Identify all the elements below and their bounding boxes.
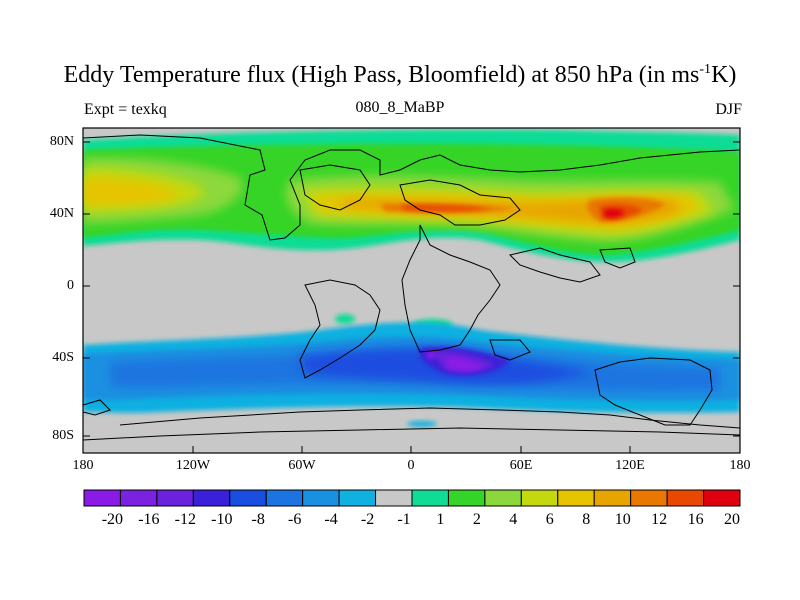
lat-ticks bbox=[83, 141, 740, 437]
colorbar bbox=[83, 489, 741, 507]
colorbar-box bbox=[593, 489, 632, 507]
coastlines bbox=[82, 134, 741, 441]
colorbar-label: 1 bbox=[436, 511, 445, 528]
lon-label-120w: 120W bbox=[175, 458, 211, 473]
colorbar-box bbox=[192, 489, 231, 507]
colorbar-box bbox=[229, 489, 267, 507]
lon-ticks bbox=[82, 446, 741, 453]
colorbar-box bbox=[447, 489, 486, 507]
experiment-label: Expt = texkq bbox=[84, 101, 167, 118]
colorbar-box bbox=[484, 489, 522, 507]
colorbar-box bbox=[411, 489, 449, 507]
colorbar-box bbox=[302, 489, 340, 507]
colorbar-box bbox=[83, 489, 121, 507]
colorbar-label: -4 bbox=[324, 511, 338, 528]
colorbar-label: 4 bbox=[509, 511, 518, 528]
northern-storm-track bbox=[83, 129, 740, 262]
colorbar-label: -2 bbox=[360, 511, 375, 528]
colorbar-box bbox=[156, 489, 194, 507]
colorbar-box bbox=[630, 489, 668, 507]
colorbar-box bbox=[666, 489, 705, 507]
lon-label-180w: 180 bbox=[72, 458, 94, 473]
colorbar-label: -16 bbox=[138, 511, 160, 528]
lon-label-60e: 60E bbox=[509, 458, 533, 473]
colorbar-label: -6 bbox=[288, 511, 302, 528]
colorbar-label: -8 bbox=[251, 511, 265, 528]
colorbar-box bbox=[265, 489, 304, 507]
lon-label-60w: 60W bbox=[288, 458, 316, 473]
colorbar-label: 8 bbox=[582, 511, 591, 528]
colorbar-box bbox=[375, 489, 413, 507]
plot-title: Eddy Temperature flux (High Pass, Bloomf… bbox=[63, 62, 737, 88]
colorbar-box bbox=[338, 489, 377, 507]
colorbar-label: 2 bbox=[472, 511, 481, 528]
colorbar-label: 16 bbox=[687, 511, 704, 528]
colorbar-label: -10 bbox=[211, 511, 233, 528]
colorbar-label: -12 bbox=[174, 511, 196, 528]
period-label: 080_8_MaBP bbox=[355, 99, 445, 116]
colorbar-label: 20 bbox=[724, 511, 740, 528]
map-field bbox=[83, 128, 740, 453]
colorbar-label: 12 bbox=[651, 511, 668, 528]
colorbar-label: 6 bbox=[545, 511, 554, 528]
lon-label-180e: 180 bbox=[729, 458, 751, 473]
lat-label-0: 0 bbox=[67, 278, 74, 293]
lat-label-40n: 40N bbox=[49, 206, 74, 221]
colorbar-box bbox=[703, 489, 741, 507]
colorbar-label: 10 bbox=[614, 511, 631, 528]
colorbar-box bbox=[557, 489, 595, 507]
lon-label-0: 0 bbox=[407, 458, 415, 473]
colorbar-label: -1 bbox=[397, 511, 411, 528]
colorbar-label: -20 bbox=[101, 511, 124, 528]
season-label: DJF bbox=[715, 101, 742, 118]
colorbar-box bbox=[520, 489, 559, 507]
lat-label-80n: 80N bbox=[49, 134, 74, 149]
lat-label-40s: 40S bbox=[52, 350, 74, 365]
lat-label-80s: 80S bbox=[52, 428, 74, 443]
southern-storm-track bbox=[83, 322, 740, 413]
lon-label-120e: 120E bbox=[615, 458, 645, 473]
colorbar-box bbox=[119, 489, 158, 507]
